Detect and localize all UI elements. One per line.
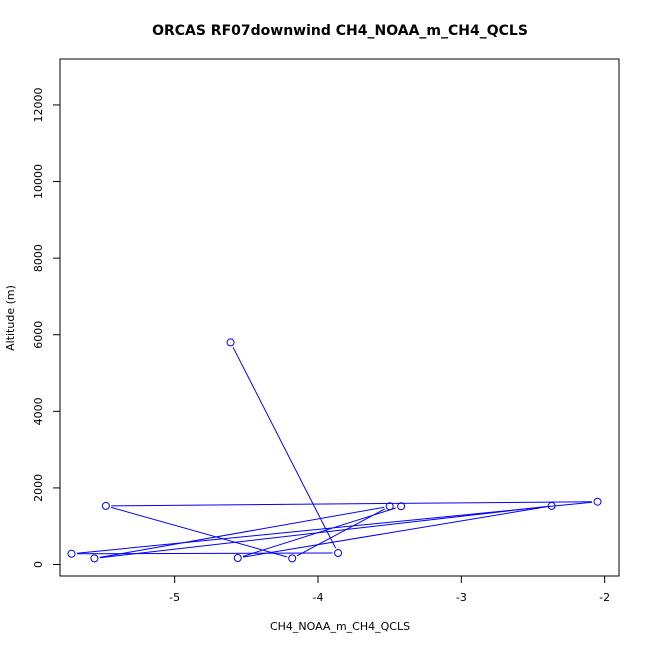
y-tick-label: 10000 xyxy=(32,164,45,199)
y-tick-label: 0 xyxy=(32,561,45,568)
y-tick-label: 6000 xyxy=(32,321,45,349)
x-axis: -5 -4 -3 -2 xyxy=(169,576,610,604)
series-layer xyxy=(67,338,602,563)
x-axis-label: CH4_NOAA_m_CH4_QCLS xyxy=(270,620,410,633)
series-line-segment xyxy=(99,506,547,559)
series-line-segment xyxy=(111,501,593,507)
series-line-segment xyxy=(242,507,397,557)
y-tick-label: 4000 xyxy=(32,397,45,425)
y-tick-label: 12000 xyxy=(32,87,45,122)
y-axis: 0 2000 4000 6000 8000 10000 12000 xyxy=(32,87,60,568)
series-line-segment xyxy=(232,347,337,549)
plot-frame xyxy=(59,58,620,577)
x-tick-label: -2 xyxy=(599,591,610,604)
x-tick-label: -3 xyxy=(456,591,467,604)
data-point xyxy=(593,497,602,506)
series-line-segment xyxy=(111,506,288,558)
data-point xyxy=(233,554,242,563)
data-point xyxy=(385,502,394,511)
data-point xyxy=(547,501,556,510)
data-point xyxy=(334,549,343,558)
y-tick-label: 2000 xyxy=(32,474,45,502)
y-tick-label: 8000 xyxy=(32,244,45,272)
data-point xyxy=(67,549,76,558)
chart-title: ORCAS RF07downwind CH4_NOAA_m_CH4_QCLS xyxy=(152,23,528,39)
series-line-segment xyxy=(243,506,547,558)
x-tick-label: -5 xyxy=(169,591,180,604)
data-point xyxy=(397,502,406,511)
data-point xyxy=(288,554,297,563)
data-point xyxy=(226,338,235,347)
x-tick-label: -4 xyxy=(313,591,324,604)
data-point xyxy=(101,501,110,510)
data-point xyxy=(90,554,99,563)
y-axis-label: Altitude (m) xyxy=(4,285,17,351)
series-line-segment xyxy=(296,508,386,557)
series-line-segment xyxy=(99,506,385,558)
